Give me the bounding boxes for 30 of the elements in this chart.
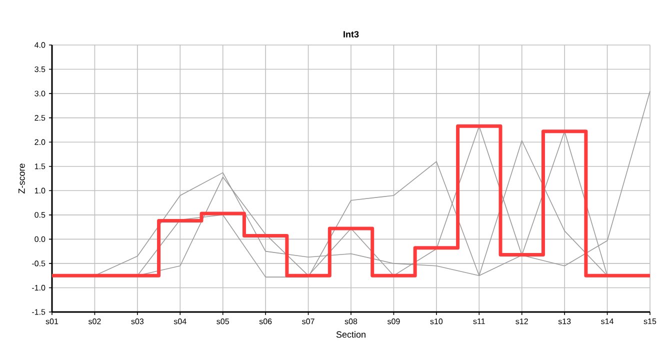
y-tick-label: 1.5 xyxy=(34,164,46,170)
x-tick-label: s05 xyxy=(216,318,229,324)
y-tick-label: 4.0 xyxy=(34,42,46,48)
y-tick-label: 2.5 xyxy=(34,114,46,121)
x-tick-label: s13 xyxy=(558,318,571,324)
x-tick-label: s12 xyxy=(516,318,528,324)
y-tick-label: 2.0 xyxy=(34,139,46,145)
x-tick-label: s06 xyxy=(259,318,272,324)
y-tick-label: 3.0 xyxy=(34,90,46,96)
x-tick-label: s15 xyxy=(644,318,656,324)
y-tick-label: -1.0 xyxy=(32,284,46,291)
y-tick-label: 3.5 xyxy=(34,66,46,72)
x-tick-label: s14 xyxy=(601,318,614,324)
y-axis-title: Z-score xyxy=(18,164,25,194)
x-tick-label: s11 xyxy=(473,318,485,324)
y-tick-label: 1.0 xyxy=(34,188,46,194)
x-tick-label: s09 xyxy=(387,318,400,324)
x-tick-label: s02 xyxy=(88,318,101,324)
x-tick-label: s01 xyxy=(46,318,58,324)
x-axis-title: Section xyxy=(336,331,366,338)
x-tick-label: s08 xyxy=(344,318,358,324)
y-tick-label: -1.5 xyxy=(32,309,46,315)
chart-title: Int3 xyxy=(344,31,359,38)
x-tick-label: s04 xyxy=(174,318,186,324)
y-tick-label: 0.5 xyxy=(34,212,46,218)
y-tick-label: -0.5 xyxy=(32,260,46,266)
x-tick-label: s03 xyxy=(131,318,144,324)
x-tick-label: s07 xyxy=(302,318,314,324)
y-tick-label: 0.0 xyxy=(34,236,46,242)
x-tick-label: s10 xyxy=(430,318,443,324)
